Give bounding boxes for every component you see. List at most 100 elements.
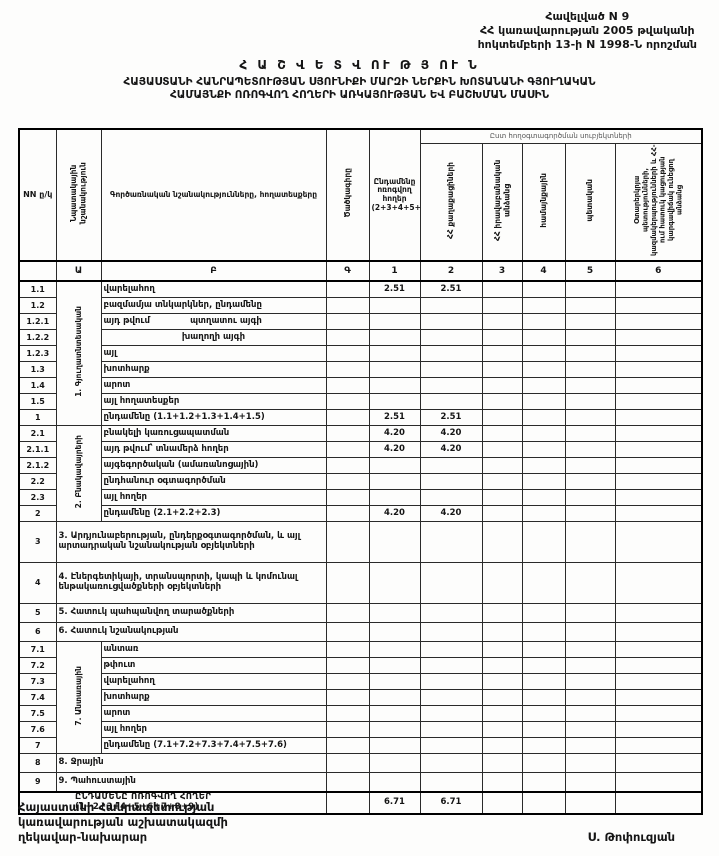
header-functional: Գործառնական նշանակությունները, հողատեսքե… <box>100 128 327 262</box>
table-row: 7.1 7. Անտառային անտառ <box>18 641 703 754</box>
value-cell-col5 <box>564 489 616 506</box>
value-cell-col3 <box>481 791 523 815</box>
value-cell-col3 <box>481 313 523 330</box>
value-cell-col6 <box>614 791 703 815</box>
code-cell <box>325 753 370 773</box>
value-cell-col1 <box>368 689 421 706</box>
row-number: 1 <box>18 409 57 426</box>
code-cell <box>325 705 370 722</box>
annex-line2: ՀՀ կառավարության 2005 թվականի <box>480 24 695 37</box>
value-cell-col2 <box>419 641 483 658</box>
table-row: 1.1 1. Գյուղատնտեսական վարելահող 2.51 2.51 <box>18 280 703 426</box>
value-cell-col6 <box>614 441 703 458</box>
table-body: 1.1 1. Գյուղատնտեսական վարելահող 2.51 2.51 1.… <box>18 280 703 815</box>
table-row: 1.2.3 այլ <box>18 345 703 362</box>
row-label: արոտ <box>100 377 327 394</box>
value-cell-col6 <box>614 345 703 362</box>
value-cell-col5 <box>564 361 616 378</box>
value-cell-col6 <box>614 313 703 330</box>
value-cell-col5 <box>564 473 616 490</box>
row-label: թփուտ <box>100 657 327 674</box>
row-number: 1.2 <box>18 297 57 314</box>
code-cell <box>325 562 370 604</box>
row-number: 2.1 <box>18 425 57 442</box>
value-cell-col1 <box>368 521 421 563</box>
header-code-text: Ծածկագիրը <box>342 168 352 218</box>
annex-line1: Հավելված N 9 <box>545 10 630 23</box>
code-cell <box>325 489 370 506</box>
value-cell-col4 <box>521 505 566 522</box>
header-citizens-text: ՀՀ քաղաքացիների <box>446 161 456 239</box>
table-row: 1 ընդամենը (1.1+1.2+1.3+1.4+1.5) 2.51 2.51 <box>18 409 703 426</box>
value-cell-col3 <box>481 737 523 754</box>
table-row: ԸՆԴԱՄԵՆԸ ՈՌՈԳՎՈՂ ՀՈՂԵՐ (1+2+3+4+5+6+7+8+… <box>18 791 703 815</box>
group-label-text: 2. Բնակավայրերի <box>73 434 83 509</box>
value-cell-col3 <box>481 297 523 314</box>
value-cell-col6 <box>614 329 703 346</box>
value-cell-col1: 6.71 <box>368 791 421 815</box>
value-cell-col6 <box>614 721 703 738</box>
row-label: այլ հողեր <box>100 721 327 738</box>
value-cell-col3 <box>481 361 523 378</box>
code-cell <box>325 737 370 754</box>
header-state: պետական <box>564 143 616 262</box>
row-label: 8. Ջրային <box>55 753 327 773</box>
header-code: Ծածկագիրը <box>325 128 370 262</box>
value-cell-col1 <box>368 673 421 690</box>
value-cell-col4 <box>521 409 566 426</box>
column-letter-4: 1 <box>368 260 421 282</box>
value-cell-col6 <box>614 737 703 754</box>
row-label: այգեգործական (ամառանոցային) <box>100 457 327 474</box>
row-label: այդ թվում պտղատու այգի <box>100 313 327 330</box>
value-cell-col6 <box>614 603 703 623</box>
value-cell-col1 <box>368 489 421 506</box>
row-number: 4 <box>18 562 57 604</box>
value-cell-col3 <box>481 772 523 793</box>
value-cell-col2 <box>419 689 483 706</box>
code-cell <box>325 313 370 330</box>
value-cell-col1 <box>368 345 421 362</box>
total-row-label: ԸՆԴԱՄԵՆԸ ՈՌՈԳՎՈՂ ՀՈՂԵՐ (1+2+3+4+5+6+7+8+… <box>18 791 327 815</box>
row-label: բազմամյա տնկարկներ, ընդամենը <box>100 297 327 314</box>
code-cell <box>325 409 370 426</box>
value-cell-col4 <box>521 345 566 362</box>
value-cell-col6 <box>614 489 703 506</box>
value-cell-col5 <box>564 521 616 563</box>
value-cell-col1 <box>368 657 421 674</box>
value-cell-col1 <box>368 562 421 604</box>
code-cell <box>325 280 370 298</box>
value-cell-col5 <box>564 641 616 658</box>
value-cell-col1 <box>368 313 421 330</box>
row-number: 2.3 <box>18 489 57 506</box>
value-cell-col3 <box>481 521 523 563</box>
row-number: 1.3 <box>18 361 57 378</box>
value-cell-col2: 4.20 <box>419 505 483 522</box>
row-label: 9. Պահուստային <box>55 772 327 793</box>
header-citizens: ՀՀ քաղաքացիների <box>419 143 483 262</box>
value-cell-col1 <box>368 473 421 490</box>
value-cell-col3 <box>481 705 523 722</box>
value-cell-col3 <box>481 393 523 410</box>
value-cell-col2 <box>419 622 483 642</box>
subtitle-line2: ՀԱՄԱՅՆՔԻ ՈՌՈԳՎՈՂ ՀՈՂԵՐԻ ԱՌԿԱՅՈՒԹՅԱՆ ԵՎ Բ… <box>169 89 550 101</box>
value-cell-col1 <box>368 772 421 793</box>
value-cell-col2 <box>419 473 483 490</box>
footer-line3: ղեկավար-նախարար <box>18 830 148 844</box>
code-cell <box>325 345 370 362</box>
value-cell-col3 <box>481 505 523 522</box>
value-cell-col4 <box>521 622 566 642</box>
table-row: 2.2 ընդհանուր օգտագործման <box>18 473 703 490</box>
annex-line3: հոկտեմբերի 13-ի N 1998-Ն որոշման <box>477 38 697 51</box>
row-label: արոտ <box>100 705 327 722</box>
code-cell <box>325 377 370 394</box>
row-number: 7.1 <box>18 641 57 658</box>
value-cell-col6 <box>614 562 703 604</box>
irrigated-lands-table: NN ը/կ Նպատակային նշանակություն Գործառնա… <box>18 128 704 815</box>
row-label-part-2: պտղատու այգի <box>190 315 262 326</box>
value-cell-col6 <box>614 753 703 773</box>
row-label-part-1: այդ թվում <box>103 315 150 326</box>
table-row: 1.2 բազմամյա տնկարկներ, ընդամենը <box>18 297 703 314</box>
value-cell-col4 <box>521 673 566 690</box>
value-cell-col3 <box>481 489 523 506</box>
code-cell <box>325 393 370 410</box>
